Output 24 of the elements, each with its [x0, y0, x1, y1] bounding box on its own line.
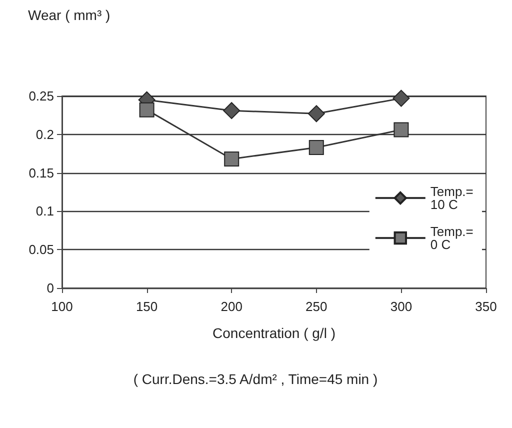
x-tick-label: 100 — [51, 299, 73, 314]
x-tick-label: 350 — [475, 299, 497, 314]
point — [224, 151, 240, 166]
x-axis-title: Concentration ( g/l ) — [212, 325, 336, 341]
y-tick-label: 0.25 — [28, 88, 54, 104]
point — [308, 140, 324, 155]
point — [394, 122, 409, 138]
y-tick-label: 0.2 — [36, 126, 54, 142]
point — [223, 102, 240, 120]
x-tick-label: 200 — [220, 299, 242, 314]
legend-label: Temp.= 10 C — [430, 184, 478, 212]
text: ( Curr.Dens.=3.5 A/dm² , Time=45 min ) — [133, 371, 378, 387]
y-tick-label: 0.15 — [28, 165, 54, 180]
x-tick-label: 150 — [136, 299, 158, 314]
x-tick-label: 300 — [390, 299, 412, 314]
y-tick-label: 0.1 — [36, 204, 54, 219]
point — [392, 90, 410, 107]
y-tick-label: 0 — [46, 280, 54, 296]
y-axis-title: Wear ( mm³ ) — [28, 7, 110, 23]
y-tick-label: 0.05 — [28, 242, 54, 258]
point — [139, 102, 154, 118]
legend-label: Temp.= 0 C — [430, 224, 478, 252]
x-tick-label: 250 — [306, 299, 328, 314]
point — [308, 105, 325, 122]
